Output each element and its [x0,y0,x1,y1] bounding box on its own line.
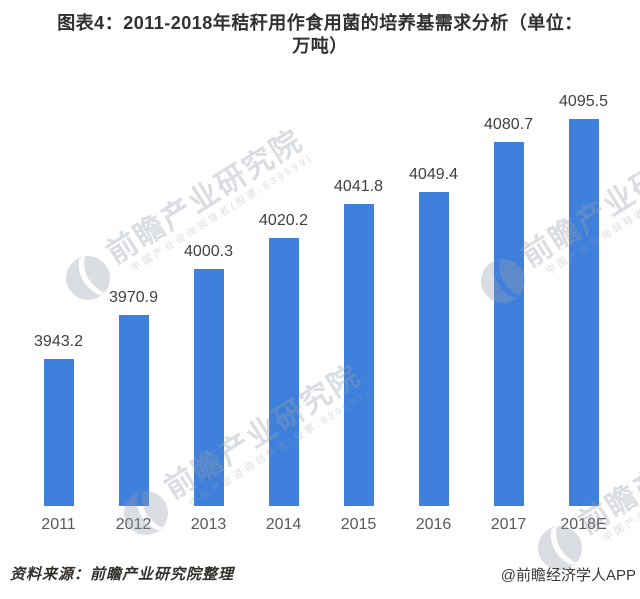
bar [343,204,374,506]
x-axis: 2011 2012 2013 2014 2015 2016 2017 2018E [21,516,621,534]
bar-value-label: 4020.2 [259,212,308,229]
source-note: 资料来源：前瞻产业研究院整理 [10,567,235,583]
bar-value-label: 4049.4 [409,166,458,183]
bar-column: 4095.5 [546,93,621,506]
x-tick-label: 2016 [415,516,452,533]
bar [43,359,74,506]
x-tick-label: 2011 [41,516,76,533]
bar-value-label: 3943.2 [34,333,83,350]
bar [118,315,149,506]
chart-title-line2: 万吨） [292,36,348,56]
bar-column: 3970.9 [96,112,171,506]
x-tick-label: 2014 [265,516,302,533]
bar [193,269,224,506]
x-tick-label: 2018E [560,516,607,533]
chart-title-line1: 图表4：2011-2018年秸秆用作食用菌的培养基需求分析（单位： [57,13,583,33]
bar [418,192,449,506]
x-tick-label: 2015 [340,516,377,533]
bar-column: 4049.4 [396,112,471,506]
x-tick-label: 2012 [115,516,152,533]
bar [493,142,524,506]
chart-title: 图表4：2011-2018年秸秆用作食用菌的培养基需求分析（单位： 万吨） [20,12,620,58]
bar-value-label: 4095.5 [559,93,608,110]
bar-column: 4020.2 [246,112,321,506]
x-tick-label: 2017 [490,516,527,533]
bar-column: 4080.7 [471,112,546,506]
x-tick-label: 2013 [190,516,227,533]
plot-area: 3943.2 3970.9 4000.3 4020.2 4041.8 4049.4 4080… [21,93,621,506]
bar [268,238,299,506]
bar-column: 3943.2 [21,112,96,506]
bar-value-label: 4080.7 [484,116,533,133]
bar-value-label: 4000.3 [184,243,233,260]
bar-value-label: 4041.8 [334,178,383,195]
credit-note: @前瞻经济学人APP [500,567,636,584]
bar-column: 4000.3 [171,112,246,506]
bar [568,119,599,506]
bar-value-label: 3970.9 [109,289,158,306]
bar-column: 4041.8 [321,112,396,506]
